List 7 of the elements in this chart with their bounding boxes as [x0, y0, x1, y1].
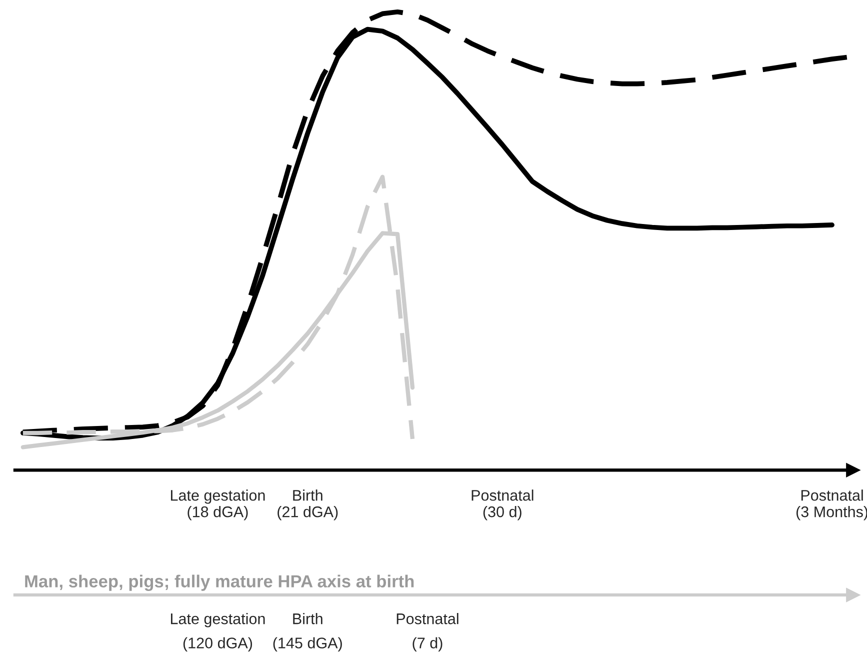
- category-label: Postnatal (7 d): [396, 613, 458, 652]
- x-tick-label: Birth (21 dGA): [278, 490, 338, 520]
- x-tick-label: Postnatal (30 d): [472, 490, 534, 520]
- x-tick-label: Late gestation (18 dGA): [170, 490, 265, 520]
- category-label: Birth (145 dGA): [273, 613, 342, 652]
- text: Man, sheep, pigs; fully mature HPA axis at birth: [25, 574, 414, 591]
- category-label: Late gestation (120 dGA): [170, 613, 265, 652]
